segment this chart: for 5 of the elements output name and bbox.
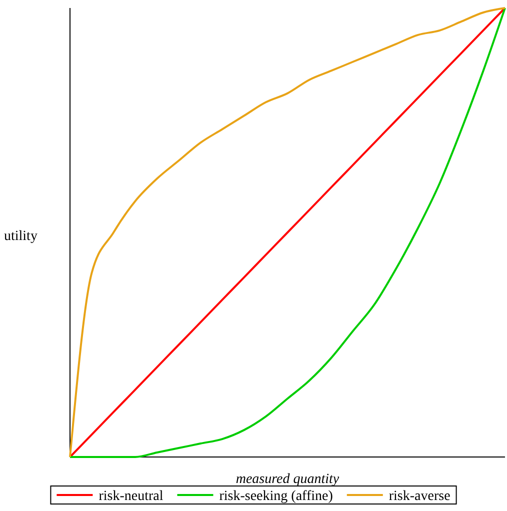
legend-label: risk-averse bbox=[388, 489, 450, 504]
x-axis-title: measured quantity bbox=[236, 472, 340, 487]
legend-label: risk-neutral bbox=[98, 489, 164, 504]
y-axis-title: utility bbox=[4, 229, 38, 244]
legend-label: risk-seeking (affine) bbox=[219, 489, 334, 504]
